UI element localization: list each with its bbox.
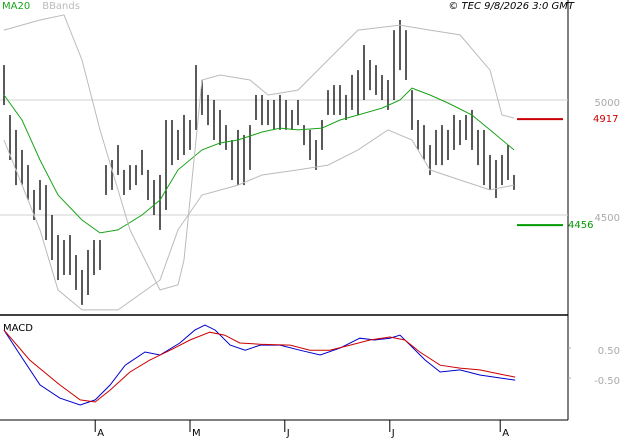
legend-label: BBands xyxy=(42,1,80,12)
x-tick-label: A xyxy=(502,428,509,439)
overlay-line xyxy=(3,129,515,311)
x-tick-label: M xyxy=(192,428,201,439)
x-tick-label: J xyxy=(391,428,395,439)
y-tick-label: 5000 xyxy=(595,98,620,109)
overlay-line xyxy=(3,14,515,291)
indicator-line xyxy=(3,324,516,406)
y-tick-label: 4500 xyxy=(595,213,620,224)
level-label: 4917 xyxy=(593,114,618,125)
panel-title: MACD xyxy=(3,323,33,334)
legend-label: MA20 xyxy=(2,1,30,12)
y-tick-label: -0.50 xyxy=(594,376,620,387)
x-tick-label: J xyxy=(286,428,290,439)
overlay-line xyxy=(3,87,515,234)
level-label: 4456 xyxy=(568,220,593,231)
y-tick-label: 0.50 xyxy=(598,346,620,357)
x-tick-label: A xyxy=(97,428,104,439)
indicator-line xyxy=(3,329,516,403)
credit: © TEC 9/8/2026 3:0 GMT xyxy=(448,1,575,12)
